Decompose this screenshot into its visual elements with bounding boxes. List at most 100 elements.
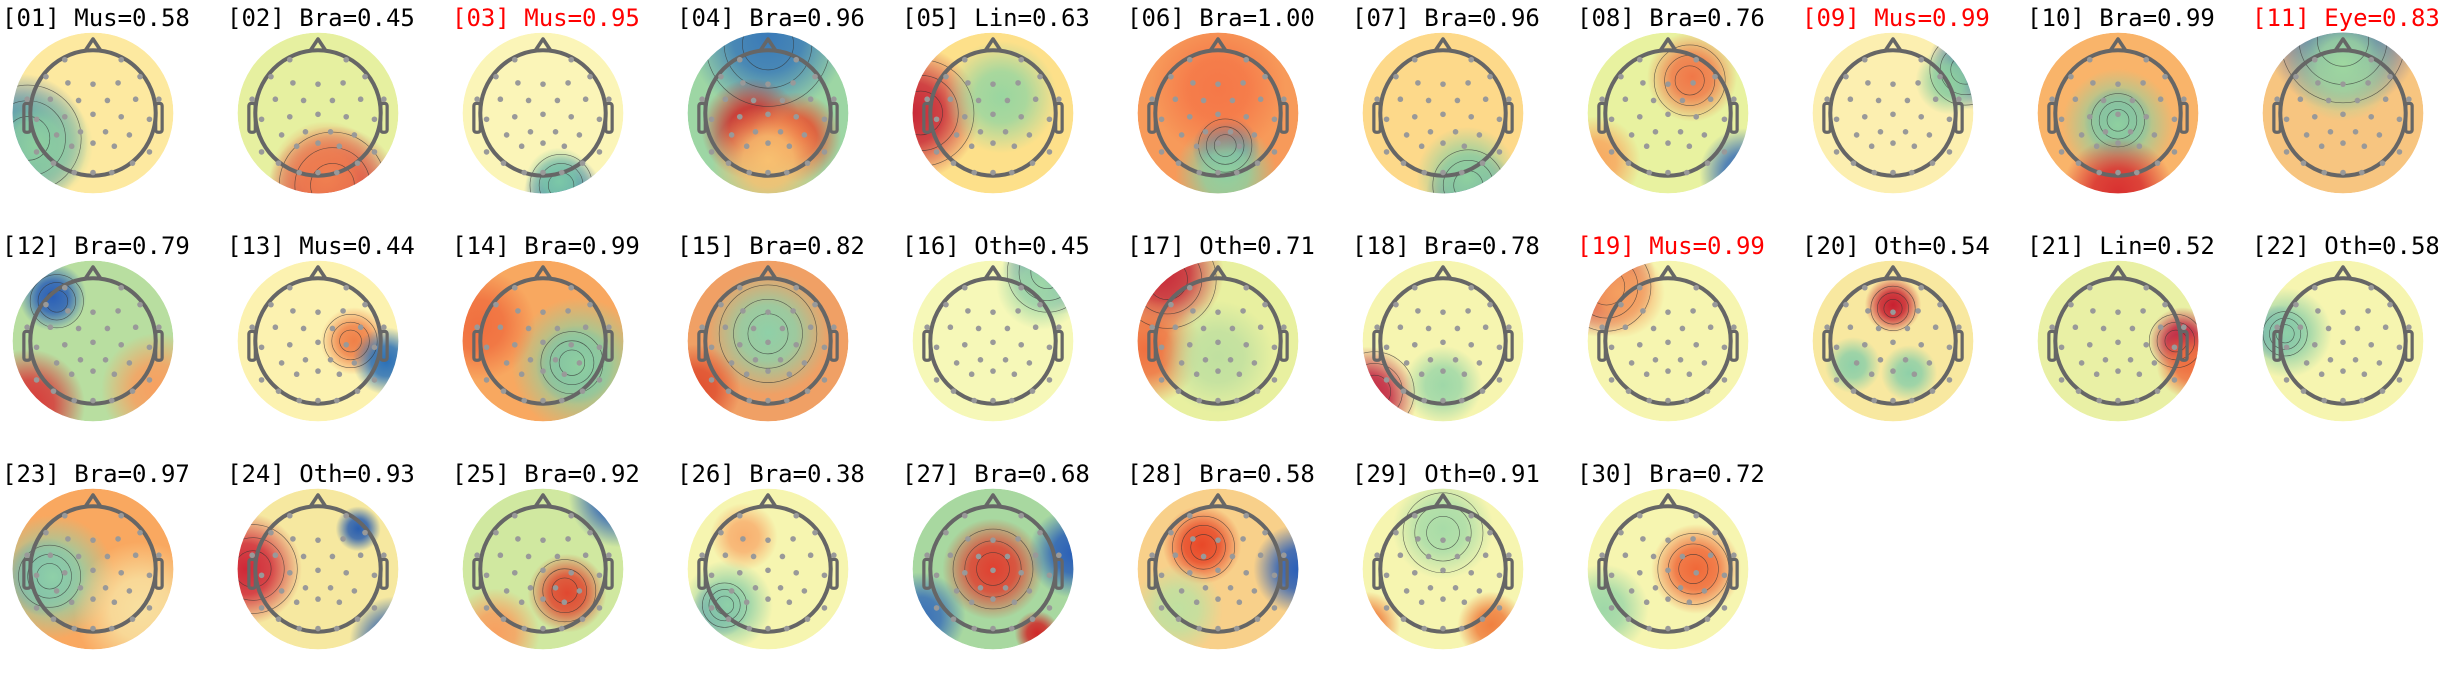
nose-icon: [1658, 493, 1678, 509]
topomap-plot: [12, 260, 174, 422]
sensor-dot: [1233, 397, 1240, 404]
sensor-dot: [708, 116, 715, 123]
sensor-dot: [2102, 356, 2109, 363]
sensor-dot: [786, 599, 793, 606]
sensor-dot: [511, 569, 518, 576]
sensor-dot: [525, 553, 532, 560]
topomap-plot: [1362, 488, 1524, 650]
component-title: [24] Oth=0.93: [227, 460, 415, 488]
sensor-dot: [1646, 397, 1653, 404]
sensor-dot: [968, 599, 975, 606]
topomap-15: [15] Bra=0.82: [675, 228, 900, 456]
sensor-dot: [736, 113, 743, 120]
head-outline: [697, 493, 839, 634]
sensor-dot: [315, 537, 321, 543]
sensor-dot: [540, 140, 546, 146]
sensor-dot: [33, 605, 40, 611]
sensor-dot: [582, 552, 589, 559]
sensor-dot: [315, 309, 321, 315]
sensor-dot: [1479, 616, 1486, 622]
sensor-dot: [290, 308, 296, 314]
sensor-dot: [1452, 584, 1459, 591]
sensor-dot: [540, 309, 546, 315]
sensor-dot: [249, 324, 255, 331]
ear-right-icon: [1279, 101, 1289, 134]
sensor-dot: [1440, 169, 1446, 176]
sensor-dot: [2387, 73, 2393, 80]
field-blob: [1864, 276, 1922, 333]
sensor-dot: [1652, 584, 1659, 591]
sensor-dot: [765, 81, 771, 87]
sensor-dot: [1186, 341, 1193, 348]
sensor-dot: [746, 397, 753, 404]
sensor-dot: [521, 169, 528, 176]
sensor-dot: [2274, 324, 2280, 331]
component-title: [17] Oth=0.71: [1127, 232, 1315, 260]
sensor-dot: [2129, 97, 2136, 104]
sensor-dot: [249, 96, 255, 103]
sensor-dot: [2376, 132, 2383, 138]
sensor-dot: [777, 356, 784, 363]
sensor-dot: [351, 360, 358, 366]
topomap-25: [25] Bra=0.92: [450, 456, 675, 684]
ear-left-icon: [22, 557, 32, 590]
sensor-dot: [2090, 80, 2096, 86]
sensor-dot: [1015, 536, 1021, 542]
ear-left-icon: [247, 101, 257, 134]
sensor-dot: [527, 128, 534, 135]
field-blob: [1150, 32, 1286, 157]
sensor-dot: [300, 553, 307, 560]
sensor-dot: [1890, 397, 1896, 404]
sensor-dot: [807, 552, 814, 559]
sensor-dot: [1890, 111, 1896, 118]
nose-icon: [2333, 265, 2353, 281]
sensor-dot: [1452, 356, 1459, 363]
sensor-dot: [765, 368, 771, 374]
sensor-dot: [268, 73, 274, 80]
sensor-dot: [1487, 301, 1493, 308]
sensor-dot: [278, 588, 285, 594]
head-outline: [1372, 493, 1514, 634]
sensor-dot: [2136, 143, 2143, 150]
sensor-dot: [483, 344, 490, 351]
sensor-dot: [1440, 567, 1446, 574]
nose-icon: [983, 37, 1003, 53]
sensor-dot: [333, 625, 340, 632]
head-outline: [1822, 37, 1964, 178]
sensor-dot: [1002, 128, 1009, 135]
sensor-dot: [527, 356, 534, 363]
topomap-plot: [912, 260, 1074, 422]
sensor-dot: [965, 80, 971, 86]
sensor-dot: [2327, 128, 2334, 135]
topomap-plot: [912, 32, 1074, 194]
sensor-dot: [275, 616, 282, 622]
sensor-dot: [1465, 80, 1471, 86]
sensor-dot: [736, 284, 743, 291]
ear-left-icon: [472, 329, 482, 362]
sensor-dot: [2078, 360, 2085, 366]
sensor-dot: [315, 596, 321, 602]
nose-icon: [83, 37, 103, 53]
sensor-dot: [1458, 625, 1465, 632]
topomap-3: [03] Mus=0.95: [450, 0, 675, 228]
sensor-dot: [371, 116, 378, 123]
sensor-dot: [2379, 160, 2386, 166]
sensor-dot: [381, 96, 387, 103]
sensor-dot: [708, 605, 715, 611]
sensor-dot: [821, 572, 828, 579]
sensor-dot: [728, 588, 735, 594]
head-outline: [1597, 37, 1739, 178]
head-outline: [1147, 265, 1289, 406]
nose-icon: [2108, 37, 2128, 53]
sensor-dot: [336, 143, 343, 150]
topomap-plot: [2262, 32, 2424, 194]
nose-icon: [2108, 265, 2128, 281]
sensor-dot: [975, 325, 982, 332]
sensor-dot: [1243, 569, 1250, 576]
sensor-dot: [821, 605, 828, 611]
sensor-dot: [725, 388, 732, 394]
sensor-dot: [2151, 360, 2158, 366]
sensor-dot: [1425, 325, 1432, 332]
sensor-dot: [1193, 143, 1200, 150]
sensor-dot: [2058, 116, 2065, 123]
